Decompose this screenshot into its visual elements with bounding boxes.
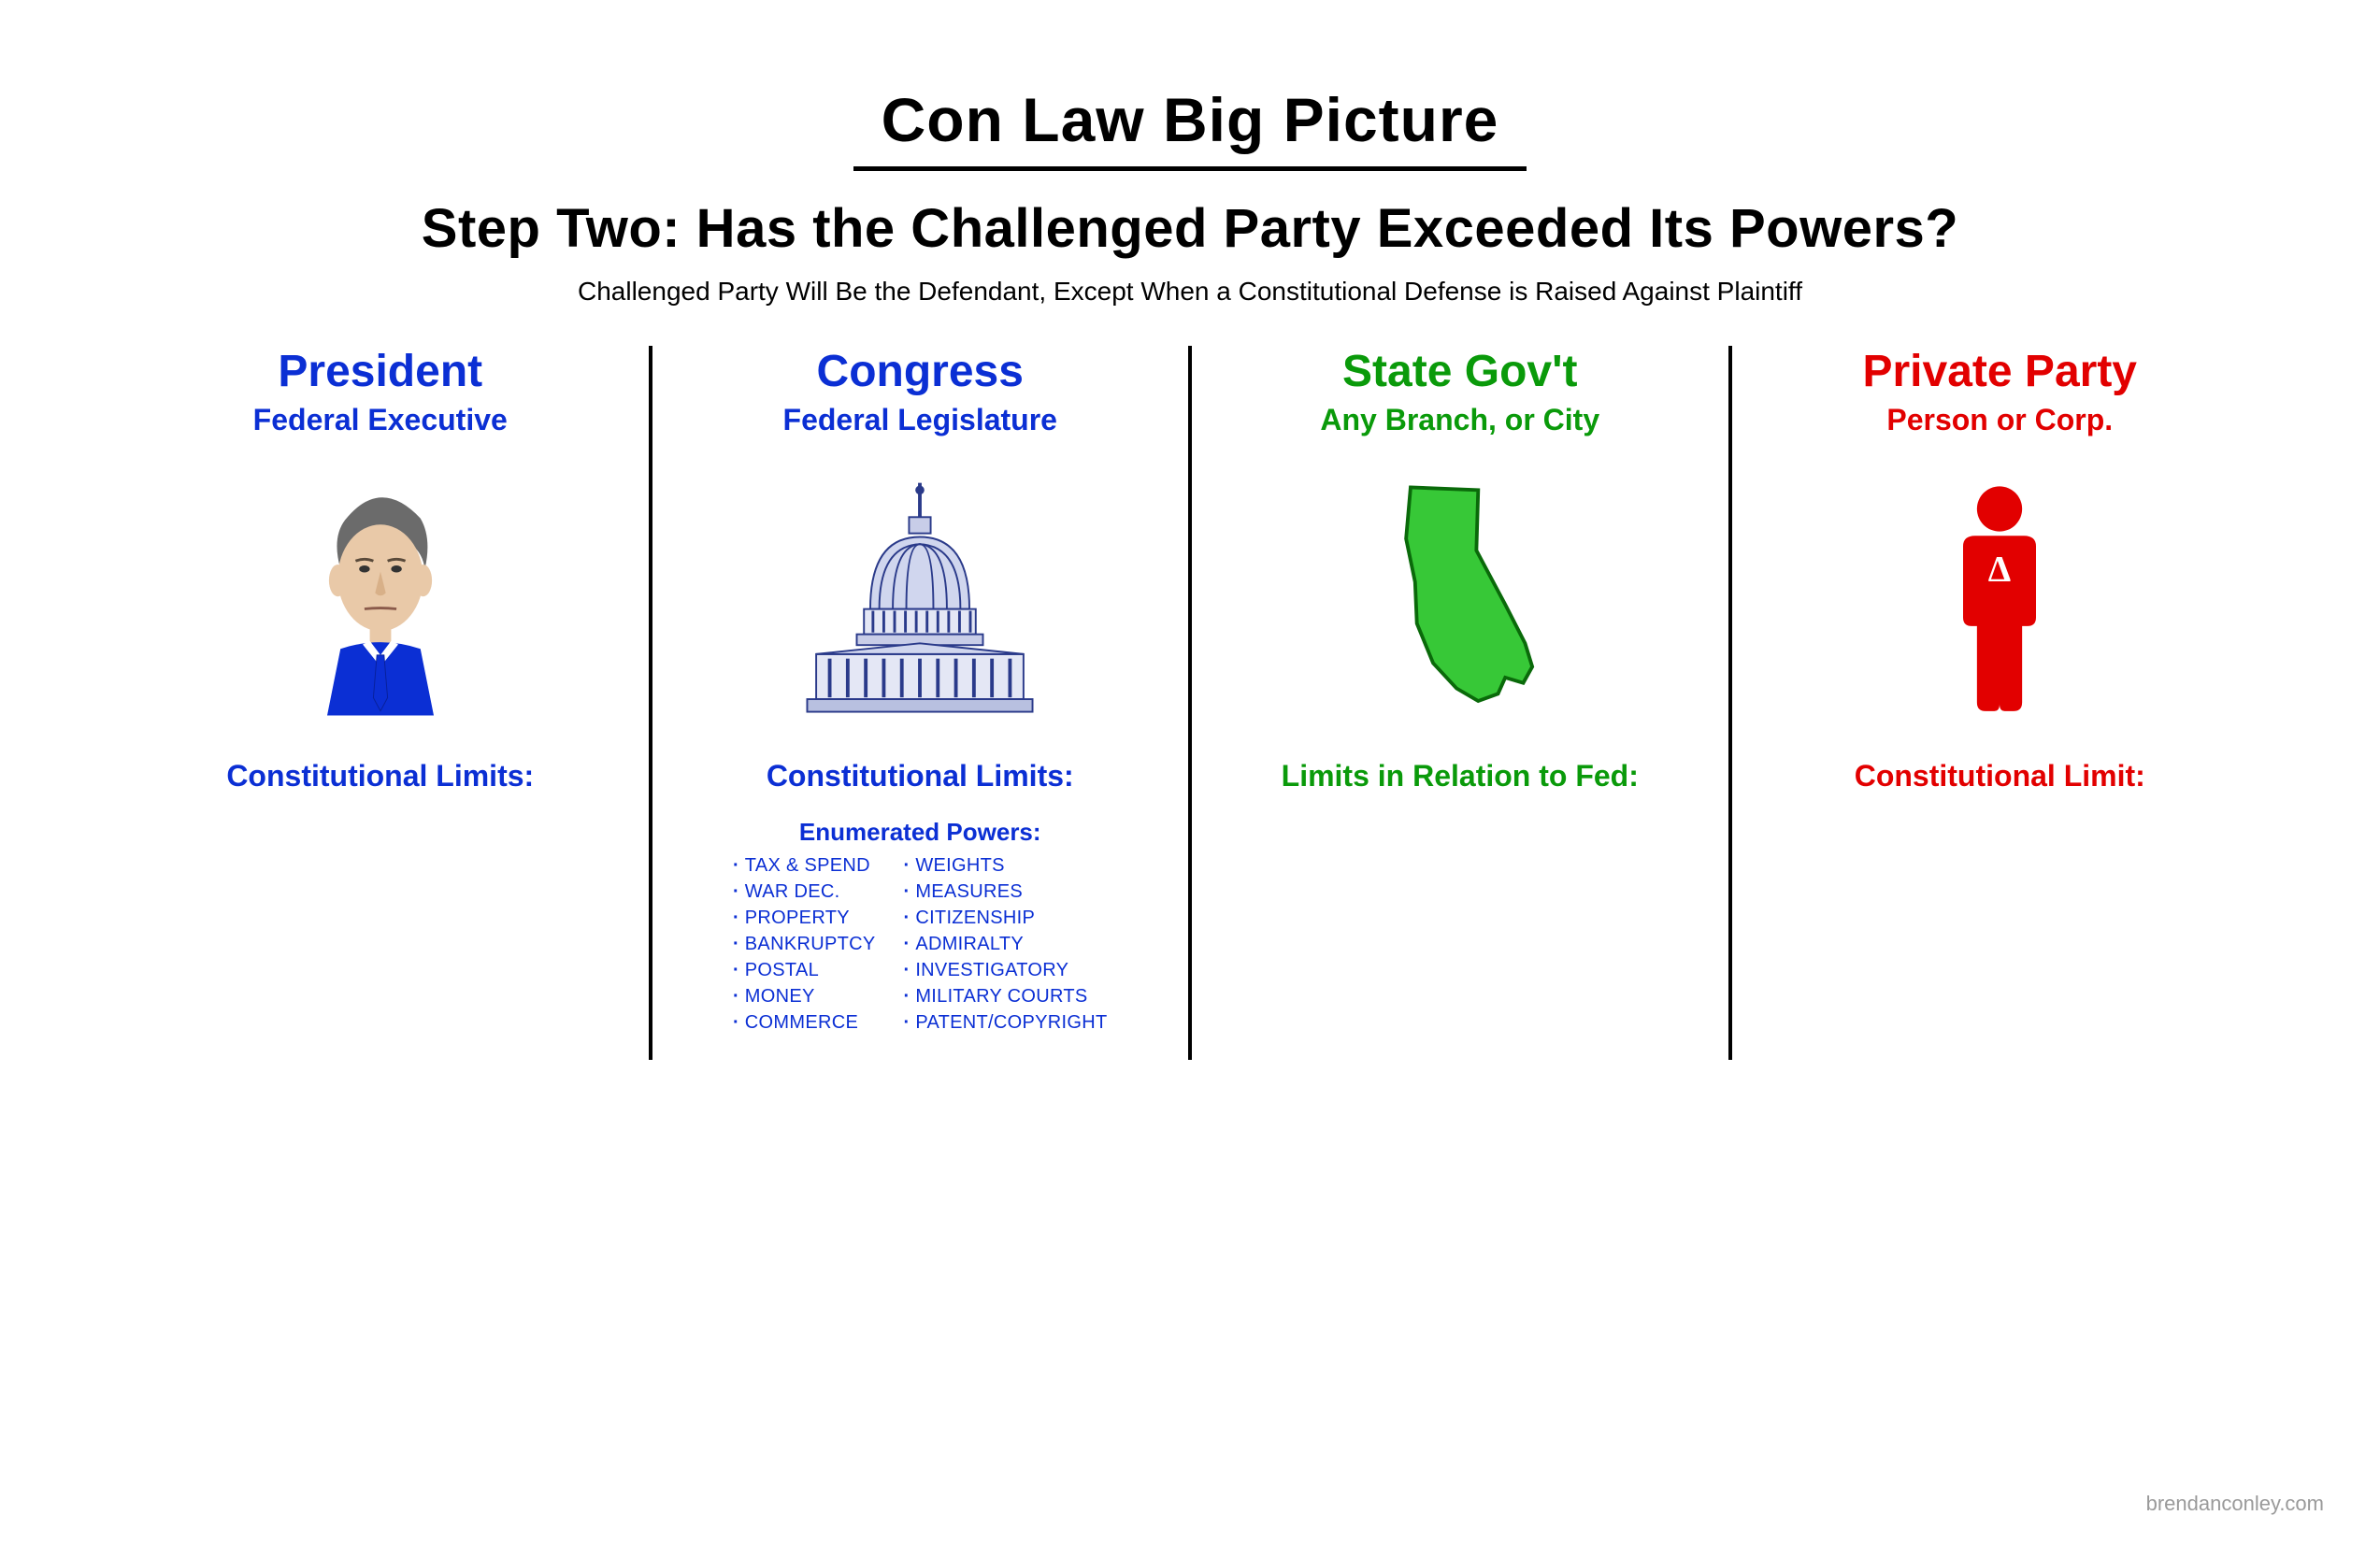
step-title: Step Two: Has the Challenged Party Excee… — [112, 197, 2268, 260]
credit-text: brendanconley.com — [2146, 1492, 2324, 1516]
list-item: MONEY — [733, 983, 876, 1009]
state-subtitle: Any Branch, or City — [1212, 403, 1708, 437]
page-title: Con Law Big Picture — [853, 84, 1527, 171]
list-item: BANKRUPTCY — [733, 931, 876, 957]
congress-title: Congress — [673, 346, 1168, 397]
president-limits-heading: Constitutional Limits: — [133, 759, 628, 793]
list-item: ADMIRALTY — [904, 931, 1108, 957]
president-icon — [133, 460, 628, 740]
enumerated-heading: Enumerated Powers: — [673, 818, 1168, 847]
list-item: WAR DEC. — [733, 879, 876, 905]
column-congress: Congress Federal Legislature — [649, 346, 1189, 1060]
person-icon: Δ — [1753, 460, 2248, 740]
congress-limits-heading: Constitutional Limits: — [673, 759, 1168, 793]
california-icon — [1212, 460, 1708, 740]
list-item: TAX & SPEND — [733, 852, 876, 879]
president-title: President — [133, 346, 628, 397]
private-limits-heading: Constitutional Limit: — [1753, 759, 2248, 793]
columns-container: President Federal Executive — [112, 346, 2268, 1060]
step-subtitle: Challenged Party Will Be the Defendant, … — [112, 277, 2268, 307]
list-item: INVESTIGATORY — [904, 957, 1108, 983]
list-item: MEASURES — [904, 879, 1108, 905]
svg-text:Δ: Δ — [1988, 550, 2011, 590]
list-item: CITIZENSHIP — [904, 905, 1108, 931]
header: Con Law Big Picture Step Two: Has the Ch… — [112, 84, 2268, 307]
enumerated-powers-list: TAX & SPENDWAR DEC.PROPERTYBANKRUPTCYPOS… — [673, 852, 1168, 1036]
congress-subtitle: Federal Legislature — [673, 403, 1168, 437]
enumerated-left: TAX & SPENDWAR DEC.PROPERTYBANKRUPTCYPOS… — [733, 852, 876, 1036]
list-item: PROPERTY — [733, 905, 876, 931]
state-title: State Gov't — [1212, 346, 1708, 397]
president-subtitle: Federal Executive — [133, 403, 628, 437]
list-item: POSTAL — [733, 957, 876, 983]
private-subtitle: Person or Corp. — [1753, 403, 2248, 437]
congress-icon — [673, 460, 1168, 740]
list-item: WEIGHTS — [904, 852, 1108, 879]
list-item: PATENT/COPYRIGHT — [904, 1009, 1108, 1036]
state-limits-heading: Limits in Relation to Fed: — [1212, 759, 1708, 793]
column-private: Private Party Person or Corp. Δ Constitu… — [1728, 346, 2269, 1060]
column-state: State Gov't Any Branch, or City Limits i… — [1188, 346, 1728, 1060]
list-item: COMMERCE — [733, 1009, 876, 1036]
private-title: Private Party — [1753, 346, 2248, 397]
enumerated-right: WEIGHTSMEASURESCITIZENSHIPADMIRALTYINVES… — [904, 852, 1108, 1036]
column-president: President Federal Executive — [112, 346, 649, 1060]
list-item: MILITARY COURTS — [904, 983, 1108, 1009]
